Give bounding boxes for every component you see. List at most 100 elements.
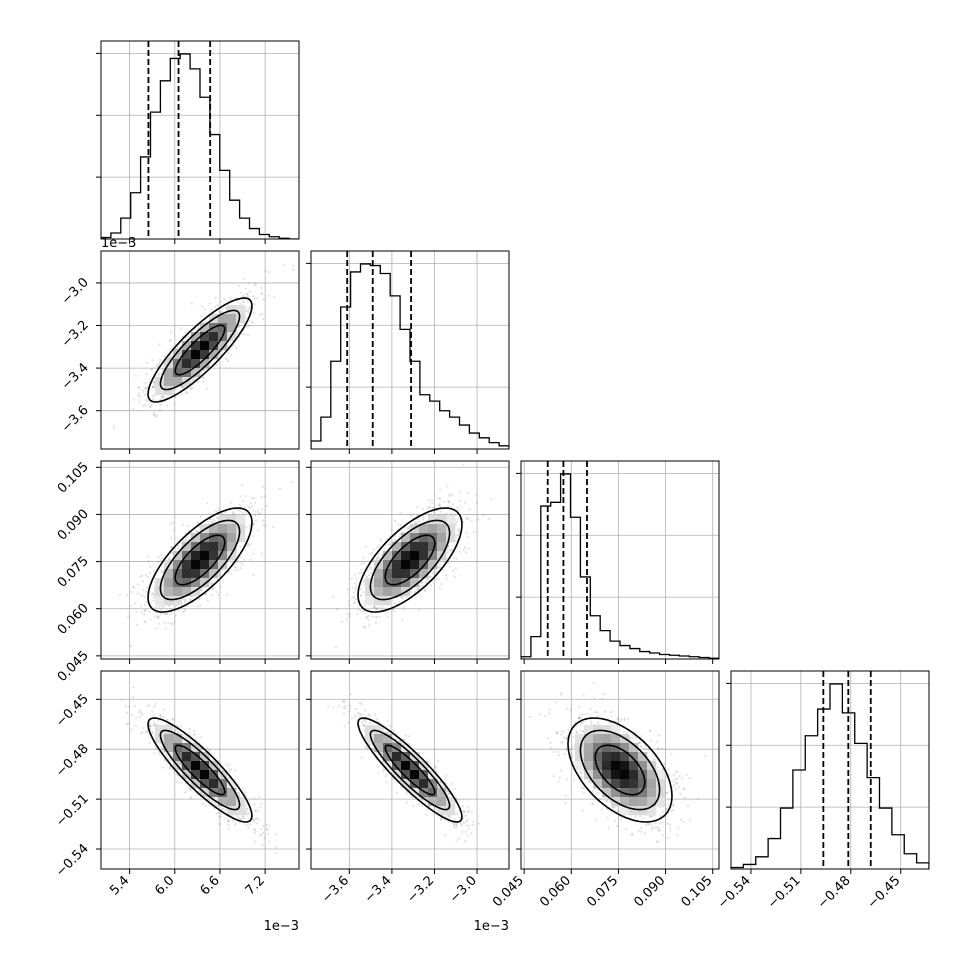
scatter-point — [130, 591, 133, 594]
scatter-point — [168, 339, 171, 342]
scatter-point — [150, 368, 153, 371]
scatter-point — [159, 359, 162, 362]
scatter-point — [393, 535, 396, 539]
scatter-point — [233, 513, 236, 516]
scatter-point — [388, 543, 391, 546]
density-cell — [173, 368, 183, 378]
scatter-point — [221, 569, 224, 572]
scatter-point — [242, 511, 245, 514]
scatter-point — [198, 598, 201, 601]
scatter-point — [375, 615, 378, 618]
scatter-point — [257, 529, 260, 532]
scatter-point — [363, 579, 366, 583]
scatter-point — [198, 525, 201, 528]
scatter-point — [258, 795, 261, 799]
scatter-point — [350, 577, 353, 580]
scatter-point — [414, 590, 417, 593]
scatter-point — [375, 607, 378, 610]
scatter-point — [160, 569, 163, 572]
scatter-point — [169, 537, 172, 540]
scatter-point — [230, 353, 233, 356]
scatter-point — [254, 510, 257, 514]
scatter-point — [447, 499, 450, 502]
scatter-point — [403, 605, 406, 608]
scatter-point — [376, 556, 379, 559]
density-cell — [182, 359, 192, 369]
scatter-point — [346, 612, 349, 616]
scatter-point — [359, 587, 363, 591]
density-cell — [218, 524, 228, 534]
density-cell — [173, 350, 183, 360]
scatter-point — [399, 511, 402, 515]
density-cell — [164, 377, 174, 387]
scatter-point — [282, 263, 285, 266]
scatter-point — [249, 320, 252, 323]
density-cell — [401, 569, 411, 579]
scatter-point — [241, 300, 244, 303]
scatter-point — [459, 550, 462, 554]
density-cell — [374, 569, 384, 579]
scatter-point — [239, 510, 242, 513]
scatter-point — [422, 516, 425, 519]
scatter-point — [236, 568, 239, 572]
scatter-point — [187, 335, 190, 338]
density-cell — [227, 305, 237, 315]
scatter-point — [388, 543, 391, 546]
scatter-point — [428, 506, 431, 509]
scatter-point — [477, 518, 480, 521]
scatter-point — [262, 485, 265, 488]
scatter-point — [262, 824, 265, 827]
scatter-point — [260, 552, 263, 555]
scatter-point — [364, 574, 367, 577]
scatter-point — [379, 540, 382, 543]
scatter-point — [243, 298, 246, 301]
scatter-point — [438, 503, 441, 506]
scatter-point — [365, 616, 369, 619]
scatter-point — [367, 614, 370, 618]
scatter-point — [161, 368, 164, 371]
scatter-point — [447, 505, 450, 508]
scatter-point — [257, 512, 261, 515]
scatter-point — [152, 599, 155, 602]
scatter-point — [369, 553, 372, 556]
scatter-point — [425, 579, 429, 582]
scatter-point — [146, 361, 149, 364]
scatter-point — [216, 304, 219, 307]
scatter-point — [171, 551, 174, 554]
density-cell — [155, 596, 165, 606]
scatter-point — [448, 501, 451, 504]
scatter-point — [145, 373, 148, 376]
density-cells — [155, 515, 246, 606]
scatter-point — [383, 548, 386, 551]
scatter-point — [210, 583, 213, 586]
marginal-panel-1 — [306, 250, 510, 454]
scatter-point — [214, 520, 217, 523]
density-cell — [236, 524, 246, 534]
scatter-point — [166, 612, 169, 616]
scatter-point — [238, 284, 241, 288]
scatter-point — [455, 557, 458, 560]
scatter-point — [416, 521, 419, 524]
scatter-point — [139, 575, 142, 578]
scatter-point — [244, 495, 247, 498]
scatter-point — [152, 398, 155, 401]
scatter-point — [155, 627, 158, 630]
scatter-point — [470, 519, 473, 522]
scatter-point — [244, 813, 247, 816]
scatter-point — [464, 551, 468, 554]
scatter-point — [431, 502, 434, 505]
scatter-point — [155, 364, 158, 367]
scatter-point — [170, 330, 173, 333]
scatter-point — [200, 305, 204, 308]
scatter-point — [145, 573, 148, 577]
scatter-point — [490, 498, 493, 501]
scatter-point — [242, 499, 245, 503]
density-cell — [191, 551, 201, 561]
density-cell — [164, 596, 174, 606]
density-cell — [383, 587, 393, 597]
panel-frame — [310, 250, 510, 450]
density-cell — [428, 560, 438, 570]
scatter-point — [160, 604, 163, 608]
density-cell — [218, 341, 228, 351]
scatter-point — [262, 523, 265, 527]
